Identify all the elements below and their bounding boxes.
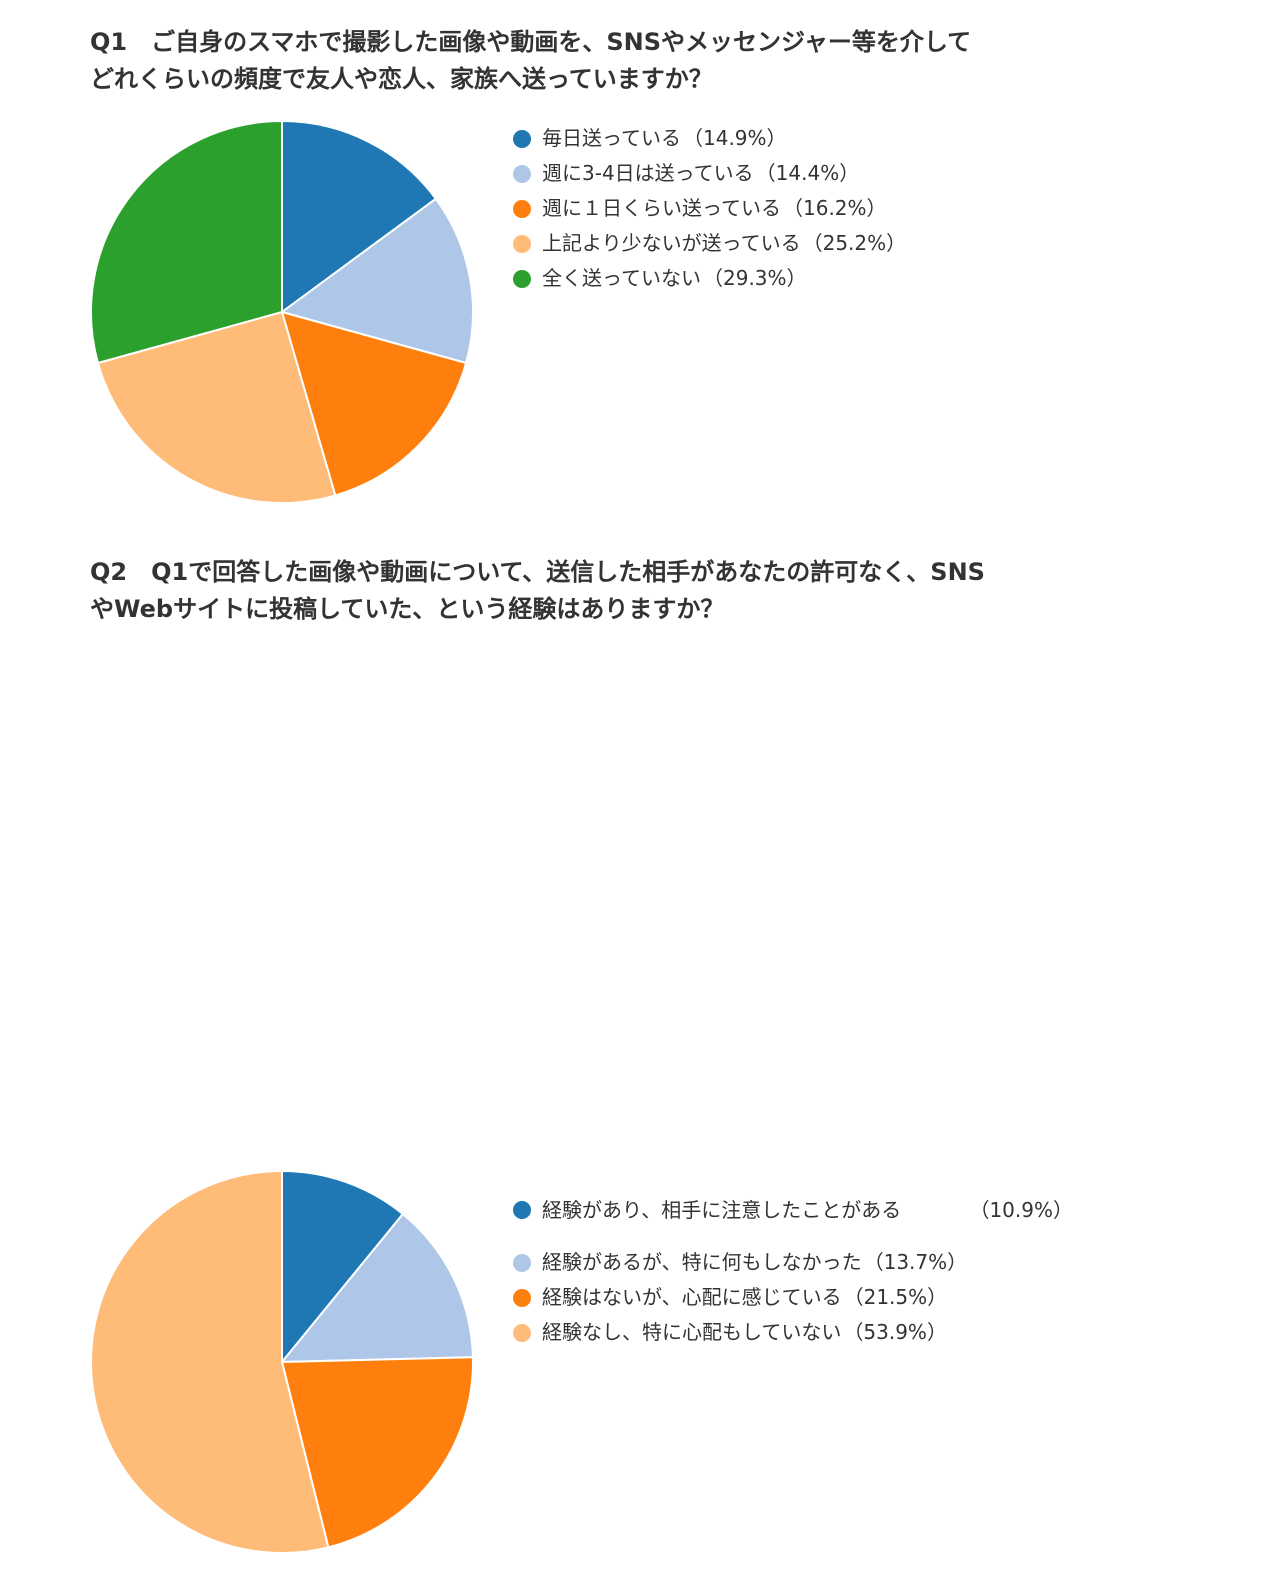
q1-title-line-1: Q1 ご自身のスマホで撮影した画像や動画を、SNSやメッセンジャー等を介して (90, 24, 1090, 61)
legend-value: （13.7%） (864, 1245, 968, 1280)
legend-value: （14.4%） (756, 156, 860, 191)
q1-question-title: Q1 ご自身のスマホで撮影した画像や動画を、SNSやメッセンジャー等を介して ど… (90, 24, 1090, 98)
q1-pie-chart (80, 110, 490, 520)
q1-legend-item-4: 上記より少ないが送っている （25.2%） (513, 226, 906, 261)
q2-legend-item-4: 経験なし、特に心配もしていない （53.9%） (513, 1315, 1073, 1350)
legend-value: （25.2%） (803, 226, 907, 261)
q2-chart: Q2 Q1で回答した画像や動画について、送信した相手があなたの許可なく、SNS … (0, 530, 1280, 1058)
legend-value: （10.9%） (969, 1193, 1073, 1228)
legend-swatch-icon (513, 1254, 531, 1272)
legend-label: 経験があるが、特に何もしなかった (542, 1245, 862, 1280)
legend-value: （16.2%） (783, 191, 887, 226)
q2-legend: 経験があり、相手に注意したことがある （10.9%） 経験があるが、特に何もしなかっ… (513, 1175, 1073, 1350)
legend-swatch-icon (513, 1289, 531, 1307)
q2-legend-item-2: 経験があるが、特に何もしなかった （13.7%） (513, 1245, 1073, 1280)
legend-swatch-icon (513, 1201, 531, 1219)
legend-label: 経験があり、相手に注意したことがある (542, 1193, 941, 1228)
q1-legend-item-1: 毎日送っている （14.9%） (513, 121, 906, 156)
legend-label: 全く送っていない (542, 261, 701, 296)
legend-label: 毎日送っている (542, 121, 681, 156)
q2-legend-item-3: 経験はないが、心配に感じている （21.5%） (513, 1280, 1073, 1315)
legend-swatch-icon (513, 200, 531, 218)
q1-legend: 毎日送っている （14.9%） 週に3-4日は送っている （14.4%） 週に１日くらい… (513, 121, 906, 296)
legend-label: 上記より少ないが送っている (542, 226, 801, 261)
legend-swatch-icon (513, 165, 531, 183)
legend-label: 週に3-4日は送っている (542, 156, 754, 191)
q2-title-line-2: やWebサイトに投稿していた、という経験はありますか？ (90, 591, 1090, 628)
q2-legend-item-1: 経験があり、相手に注意したことがある （10.9%） (513, 1175, 1073, 1245)
legend-value: （14.9%） (683, 121, 787, 156)
q2-pie-chart (80, 1160, 490, 1570)
legend-label: 経験はないが、心配に感じている (542, 1280, 842, 1315)
q1-legend-item-3: 週に１日くらい送っている （16.2%） (513, 191, 906, 226)
q1-legend-item-2: 週に3-4日は送っている （14.4%） (513, 156, 906, 191)
legend-swatch-icon (513, 270, 531, 288)
legend-swatch-icon (513, 130, 531, 148)
legend-swatch-icon (513, 1324, 531, 1342)
q1-title-line-2: どれくらいの頻度で友人や恋人、家族へ送っていますか？ (90, 61, 1090, 98)
legend-value: （53.9%） (843, 1315, 947, 1350)
q1-chart: Q1 ご自身のスマホで撮影した画像や動画を、SNSやメッセンジャー等を介して ど… (0, 0, 1280, 520)
q1-legend-item-5: 全く送っていない （29.3%） (513, 261, 906, 296)
legend-value: （29.3%） (703, 261, 807, 296)
legend-label: 週に１日くらい送っている (542, 191, 781, 226)
q2-question-title: Q2 Q1で回答した画像や動画について、送信した相手があなたの許可なく、SNS … (90, 554, 1090, 628)
legend-label: 経験なし、特に心配もしていない (542, 1315, 841, 1350)
legend-swatch-icon (513, 235, 531, 253)
q2-title-line-1: Q2 Q1で回答した画像や動画について、送信した相手があなたの許可なく、SNS (90, 554, 1090, 591)
legend-value: （21.5%） (844, 1280, 948, 1315)
